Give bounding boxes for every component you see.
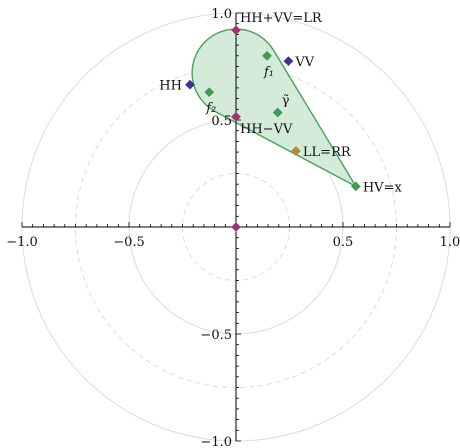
point-label: f₁ — [263, 65, 274, 80]
point-HH+VV=LR — [231, 25, 241, 36]
point-origin — [231, 222, 241, 232]
x-tick-label: 1.0 — [440, 235, 460, 250]
point-LL=RR — [290, 146, 301, 156]
point-f₁ — [262, 50, 272, 61]
point-label: VV — [294, 55, 314, 70]
point-VV — [283, 56, 294, 67]
data-points — [185, 25, 361, 232]
tick-labels: −1.0 −0.5 0.5 1.0 −1.0 −0.5 0.5 1.0 — [6, 7, 460, 448]
y-tick-label: 1.0 — [211, 7, 232, 22]
point-label: HH — [159, 79, 182, 94]
feasible-region — [191, 28, 357, 188]
x-tick-label: 0.5 — [333, 235, 354, 250]
region-shape — [191, 28, 357, 188]
point-HH — [185, 79, 195, 90]
point-label: HH+VV=LR — [240, 11, 323, 26]
x-tick-label: −1.0 — [6, 235, 38, 250]
point-label: f₂ — [205, 101, 216, 116]
point-label: HV=x — [363, 180, 403, 195]
point-labels: HH+VV=LR VV HH HH−VV LL=RR HV=x f₁ f₂ γ̃ — [159, 11, 402, 195]
point-HV=x — [350, 181, 361, 192]
y-tick-label: −0.5 — [200, 328, 232, 343]
point-γ̃ — [272, 107, 283, 118]
point-label: γ̃ — [282, 94, 290, 109]
point-HH−VV — [231, 111, 241, 122]
y-tick-label: −1.0 — [200, 435, 232, 448]
x-tick-label: −0.5 — [113, 235, 145, 250]
point-f₂ — [204, 87, 215, 98]
point-label: LL=RR — [303, 145, 352, 160]
y-tick-label: 0.5 — [211, 114, 232, 129]
point-label: HH−VV — [240, 122, 293, 137]
